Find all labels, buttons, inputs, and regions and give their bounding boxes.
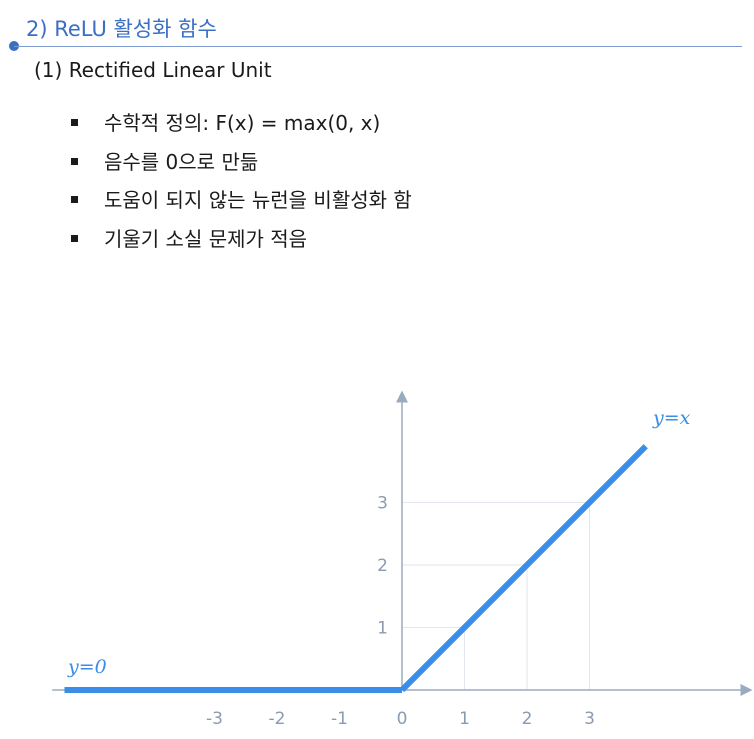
section-subtitle: (1) Rectified Linear Unit <box>34 58 272 82</box>
series-line-positive <box>399 444 648 693</box>
slide-title: 2) ReLU 활성화 함수 <box>26 17 217 41</box>
square-bullet-icon <box>71 196 78 203</box>
y-axis-arrow-icon <box>396 390 408 403</box>
square-bullet-icon <box>71 157 78 165</box>
bullet-text: 음수를 0으로 만듦 <box>104 149 259 174</box>
x-tick-label: -3 <box>206 709 223 729</box>
x-axis-arrow-icon <box>740 684 753 696</box>
x-tick-label: -2 <box>269 709 286 729</box>
bullet-list: 수학적 정의: F(x) = max(0, x) 음수를 0으로 만듦 도움이 … <box>70 108 412 262</box>
y-tick-label: 1 <box>377 619 388 639</box>
x-tick-label: -1 <box>331 709 348 729</box>
bullet-text: 도움이 되지 않는 뉴런을 비활성화 함 <box>104 188 412 212</box>
y-tick-label: 3 <box>377 494 388 514</box>
x-tick-label: 3 <box>584 709 595 729</box>
bullet-item: 수학적 정의: F(x) = max(0, x) <box>70 108 412 147</box>
y-tick-label: 2 <box>377 556 388 576</box>
x-tick-label: 2 <box>522 709 533 729</box>
square-bullet-icon <box>71 234 78 242</box>
annotation-y-equals-0: y=0 <box>67 656 107 678</box>
square-bullet-icon <box>71 119 78 126</box>
slide-header: 2) ReLU 활성화 함수 <box>0 0 754 52</box>
annotation-y-equals-x: y=x <box>652 407 691 429</box>
bullet-item: 기울기 소실 문제가 적음 <box>70 224 412 263</box>
x-tick-label: 0 <box>397 709 408 729</box>
bullet-text: 수학적 정의: F(x) = max(0, x) <box>104 111 381 135</box>
bullet-item: 음수를 0으로 만듦 <box>70 147 412 186</box>
x-tick-label: 1 <box>459 709 470 729</box>
bullet-text: 기울기 소실 문제가 적음 <box>104 226 308 251</box>
bullet-item: 도움이 되지 않는 뉴런을 비활성화 함 <box>70 185 412 224</box>
header-divider <box>14 46 742 47</box>
